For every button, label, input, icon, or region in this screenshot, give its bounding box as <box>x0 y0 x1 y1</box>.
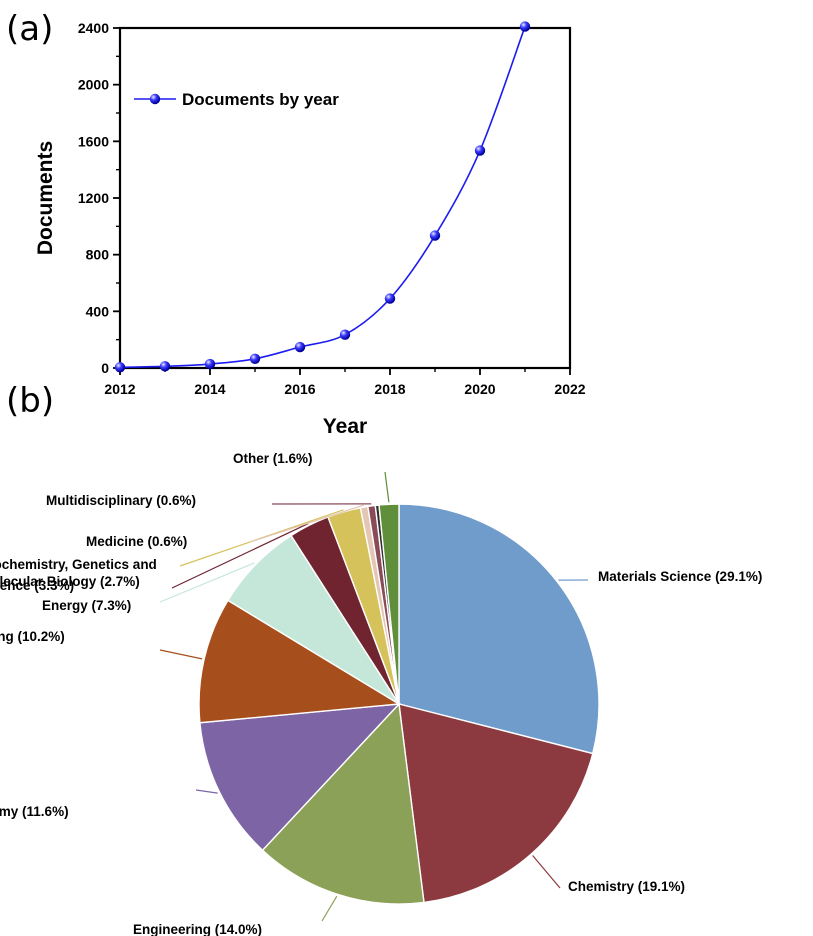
legend-label: Documents by year <box>182 90 339 109</box>
y-tick-label: 1200 <box>78 190 109 206</box>
pie-leader-line <box>171 523 309 589</box>
x-tick-label: 2022 <box>554 381 585 397</box>
pie-label: Multidisciplinary (0.6%) <box>46 493 196 508</box>
data-point <box>474 145 486 156</box>
pie-label: Other (1.6%) <box>233 451 313 466</box>
pie-slice <box>198 599 402 724</box>
data-point <box>384 293 396 304</box>
pie-label: Engineering (14.0%) <box>133 922 262 936</box>
pie-label: Chemical Engineering (10.2%) <box>0 629 65 644</box>
y-tick-label: 2000 <box>78 77 109 93</box>
pie-leader-line <box>321 895 338 922</box>
pie-label: Biochemistry, Genetics andMolecular Biol… <box>0 557 157 589</box>
series-line-documents <box>119 26 526 369</box>
pie-slice <box>378 503 400 705</box>
pie-label: Medicine (0.6%) <box>86 534 187 549</box>
data-point <box>294 341 306 353</box>
pie-label: Energy (7.3%) <box>42 598 131 613</box>
x-tick-label: 2016 <box>284 381 315 397</box>
pie-leader-line <box>384 471 390 503</box>
x-tick-label: 2020 <box>464 381 495 397</box>
y-tick-label: 400 <box>86 303 110 319</box>
data-point <box>339 329 351 340</box>
data-point <box>429 230 441 241</box>
plot-frame <box>118 26 572 370</box>
y-tick-label: 800 <box>86 247 110 263</box>
pie-leader-line <box>159 649 203 660</box>
data-point <box>114 362 126 373</box>
data-point <box>159 361 171 372</box>
legend-marker <box>149 93 161 105</box>
pie-label: Chemistry (19.1%) <box>568 879 685 894</box>
pie-leader-line <box>532 855 561 889</box>
x-tick-label: 2014 <box>194 381 225 397</box>
y-tick-label: 2400 <box>78 20 109 36</box>
pie-leader-line <box>195 789 218 794</box>
pie-leader-line <box>249 504 364 543</box>
y-tick-label: 0 <box>101 360 109 376</box>
data-point <box>204 358 216 370</box>
x-axis-title: Year <box>323 415 367 438</box>
pie-label: Physics and Astronomy (11.6%) <box>0 804 69 819</box>
panel-label-a: (a) <box>6 9 53 49</box>
pie-leader-line <box>159 562 255 603</box>
pie-label: Materials Science (29.1%) <box>598 569 762 584</box>
x-tick-label: 2018 <box>374 381 405 397</box>
panel-label-b: (b) <box>6 381 54 421</box>
y-tick-label: 1600 <box>78 133 109 149</box>
y-axis-title: Documents <box>34 141 57 255</box>
data-point <box>519 21 531 32</box>
pie-label: Environmental Science (3.3%) <box>0 578 74 593</box>
pie-slice <box>398 703 594 904</box>
pie-slice <box>199 703 401 852</box>
pie-slice <box>261 702 425 905</box>
data-point <box>249 353 261 364</box>
pie-slice <box>398 503 600 755</box>
x-tick-label: 2012 <box>104 381 135 397</box>
